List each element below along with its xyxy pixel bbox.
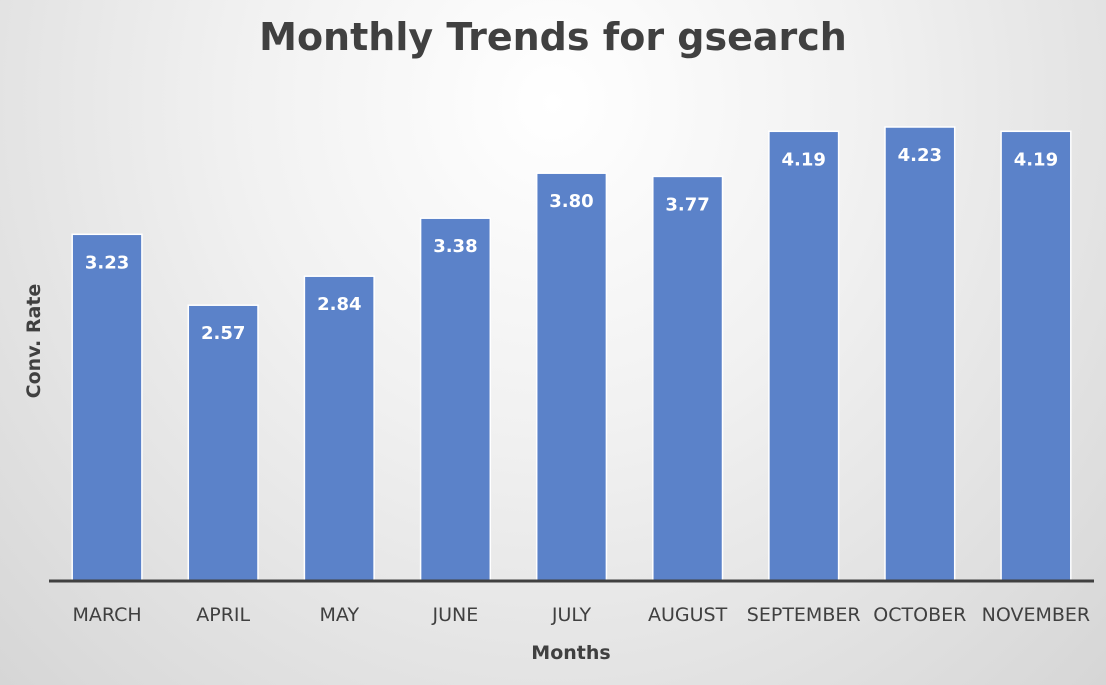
x-tick-label-may: MAY [320,604,360,626]
data-label-june: 3.38 [433,236,477,257]
bar-july [535,172,608,582]
bar-november [1000,130,1072,582]
bar-april [187,304,259,582]
data-label-april: 2.57 [201,323,245,344]
data-label-may: 2.84 [317,294,361,315]
bar-october [884,126,956,582]
data-labels-group: 3.23 2.57 2.84 3.38 3.80 3.77 4.19 4.23 4.19 [85,145,1058,344]
x-axis-title: Months [531,642,610,664]
bar-september [768,130,840,582]
x-tick-label-june: JUNE [432,604,479,626]
x-tick-label-august: AUGUST [648,604,728,626]
bar-june [419,217,492,582]
y-axis-title: Conv. Rate [23,284,45,399]
x-tick-label-march: MARCH [72,604,141,626]
data-label-august: 3.77 [665,194,709,215]
bar-may [303,275,375,582]
x-tick-labels-group: MARCH APRIL MAY JUNE JULY AUGUST SEPTEMBER OCTO… [72,604,1090,626]
x-tick-label-april: APRIL [196,604,250,626]
bar-august [652,175,724,582]
data-label-october: 4.23 [898,145,942,166]
x-tick-label-september: SEPTEMBER [747,604,861,626]
data-label-march: 3.23 [85,252,129,273]
data-label-november: 4.19 [1014,149,1058,170]
x-tick-label-july: JULY [551,604,592,626]
data-label-september: 4.19 [781,149,825,170]
x-tick-label-october: OCTOBER [873,604,966,626]
chart-title: Monthly Trends for gsearch [259,15,847,59]
bars-group [71,126,1072,582]
data-label-july: 3.80 [549,191,593,212]
x-tick-label-november: NOVEMBER [982,604,1090,626]
bar-march [71,233,143,582]
